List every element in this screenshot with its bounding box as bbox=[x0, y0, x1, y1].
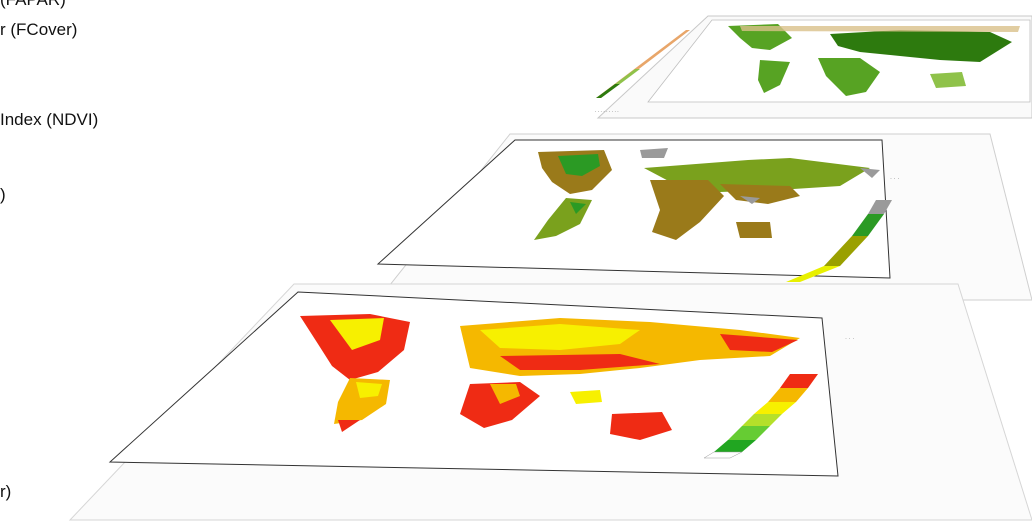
label-fcover: r (FCover) bbox=[0, 20, 78, 39]
fcover-axis-ticks: . . . . . . . . . bbox=[595, 108, 619, 114]
fcover-colorbar bbox=[596, 30, 690, 98]
label-mid: ) bbox=[0, 185, 6, 204]
ndvi-landmass bbox=[534, 148, 880, 240]
dmp-colorbar bbox=[703, 374, 818, 459]
fcover-landmass bbox=[728, 24, 1020, 96]
fcover-map-panel: . . . . . . . . . bbox=[595, 15, 1032, 119]
dmp-landmass bbox=[300, 314, 800, 440]
ndvi-map-panel: · · · bbox=[376, 133, 1032, 301]
dmp-map-panel: · · · bbox=[68, 283, 1032, 521]
ndvi-panel-caption: · · · bbox=[890, 176, 899, 182]
label-top-partial: (FAPAR) bbox=[0, 0, 66, 10]
label-bottom: r) bbox=[0, 482, 12, 501]
label-ndvi: Index (NDVI) bbox=[0, 110, 99, 129]
dmp-panel-caption: · · · bbox=[845, 336, 854, 342]
ndvi-colorbar bbox=[786, 200, 892, 282]
